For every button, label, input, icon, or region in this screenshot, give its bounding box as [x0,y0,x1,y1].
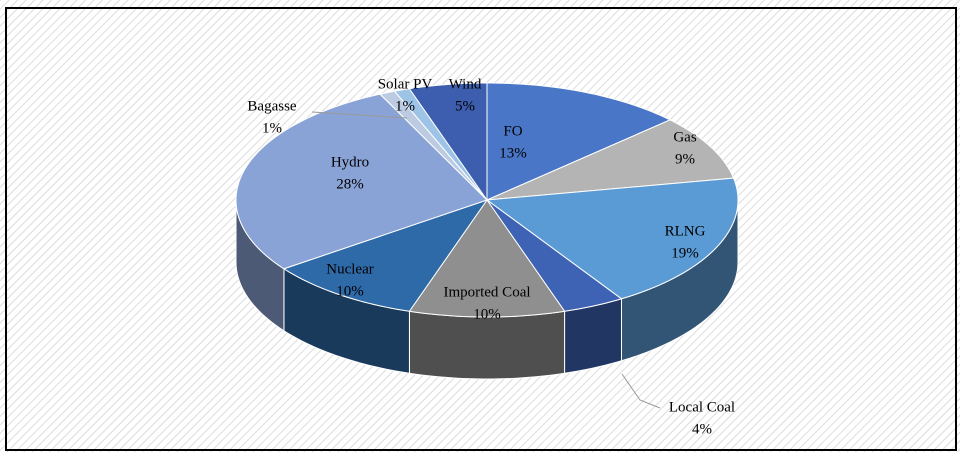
slice-label: Nuclear [326,261,373,277]
slice-label: Hydro [331,154,369,170]
slice-label: Wind [449,76,482,92]
slice-value-label: 1% [395,98,415,114]
leader-line [311,111,408,119]
slice [282,199,489,312]
slice-value-label: 9% [675,151,695,167]
slice-value-label: 5% [455,98,475,114]
slice-value-label: 4% [692,421,712,437]
slice [235,93,488,270]
slice [408,82,488,202]
slice-value-label: 1% [262,120,282,136]
slice [408,199,566,318]
slice-value-label: 10% [336,283,364,299]
slice-label: FO [503,123,522,139]
slice-label: RLNG [665,223,706,239]
frame [5,7,957,451]
slice-value-label: 10% [473,306,501,322]
slice [486,119,735,201]
slice-value-label: 19% [671,245,699,261]
slice-label: Bagasse [247,98,296,114]
slice-value-label: 13% [499,145,527,161]
slice [485,177,739,300]
slice [486,82,672,201]
slice [486,199,623,312]
slice-label: Local Coal [669,399,735,415]
slice-label: Gas [673,129,696,145]
slice-label: Imported Coal [443,284,530,300]
leader-line [621,373,661,409]
slice-value-label: 28% [336,176,364,192]
slice-label: Solar PV [378,76,433,92]
